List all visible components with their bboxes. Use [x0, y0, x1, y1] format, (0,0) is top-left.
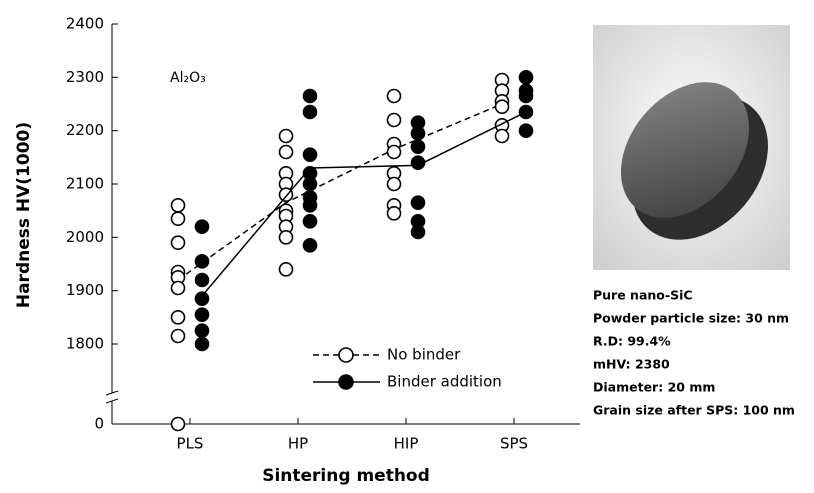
data-point — [194, 307, 210, 322]
data-point — [410, 195, 426, 210]
data-point — [518, 70, 534, 85]
caption-line: R.D: 99.4% — [593, 334, 671, 349]
data-point — [278, 128, 294, 144]
data-point — [302, 104, 318, 120]
x-tick-label: PLS — [177, 435, 204, 453]
x-tick-label: HIP — [394, 435, 419, 453]
data-point — [194, 254, 210, 269]
data-point — [410, 126, 426, 141]
data-point — [194, 272, 210, 288]
data-point — [194, 323, 210, 338]
data-point — [278, 230, 294, 245]
data-point — [278, 144, 294, 160]
annotation: Al₂O₃ — [170, 70, 206, 86]
data-point — [410, 224, 426, 240]
legend-label: Binder addition — [387, 373, 502, 391]
data-point — [518, 88, 534, 104]
data-point — [194, 219, 210, 234]
data-point — [278, 262, 294, 277]
data-point — [386, 144, 402, 160]
y-tick-label: 0 — [94, 415, 104, 433]
y-tick-label: 1900 — [66, 281, 104, 299]
y-tick-label: 1800 — [66, 335, 104, 353]
data-point — [302, 88, 318, 104]
data-point — [170, 198, 186, 213]
x-tick-label: SPS — [500, 435, 528, 453]
mean-line — [201, 111, 527, 297]
data-point — [302, 198, 318, 213]
data-point — [386, 176, 402, 192]
legend-label: No binder — [387, 346, 461, 364]
data-point — [302, 147, 318, 162]
data-point — [494, 128, 510, 144]
data-point — [194, 336, 210, 352]
data-point — [278, 187, 294, 202]
data-point — [302, 176, 318, 192]
data-point — [386, 112, 402, 128]
data-point — [170, 235, 186, 250]
caption-line: mHV: 2380 — [593, 357, 670, 372]
x-axis-label: Sintering method — [262, 466, 430, 486]
axis-break — [105, 398, 119, 404]
axis-break — [105, 390, 119, 396]
data-point — [410, 155, 426, 170]
caption-line: Grain size after SPS: 100 nm — [593, 403, 795, 418]
data-point — [170, 310, 186, 325]
data-point — [386, 206, 402, 221]
data-point — [170, 280, 186, 296]
data-point — [302, 238, 318, 253]
mean-line — [177, 103, 503, 281]
y-axis-label: Hardness HV(1000) — [14, 122, 34, 308]
y-tick-label: 2400 — [66, 15, 104, 33]
data-point — [410, 139, 426, 154]
data-point — [494, 99, 510, 114]
y-tick-label: 2300 — [66, 68, 104, 86]
x-tick-label: HP — [288, 435, 308, 453]
legend-marker — [338, 347, 354, 363]
data-point — [386, 88, 402, 104]
legend-marker — [338, 374, 354, 390]
data-point — [302, 214, 318, 229]
caption-line: Pure nano-SiC — [593, 288, 693, 303]
caption-line: Diameter: 20 mm — [593, 380, 715, 395]
data-point — [518, 123, 534, 138]
data-point — [170, 328, 186, 344]
caption-line: Powder particle size: 30 nm — [593, 311, 789, 326]
data-point — [194, 291, 210, 306]
data-point — [518, 104, 534, 120]
y-tick-label: 2100 — [66, 175, 104, 193]
y-tick-label: 2200 — [66, 121, 104, 139]
y-tick-label: 2000 — [66, 228, 104, 246]
data-point — [170, 416, 186, 432]
photo — [593, 25, 790, 270]
data-point — [170, 211, 186, 226]
